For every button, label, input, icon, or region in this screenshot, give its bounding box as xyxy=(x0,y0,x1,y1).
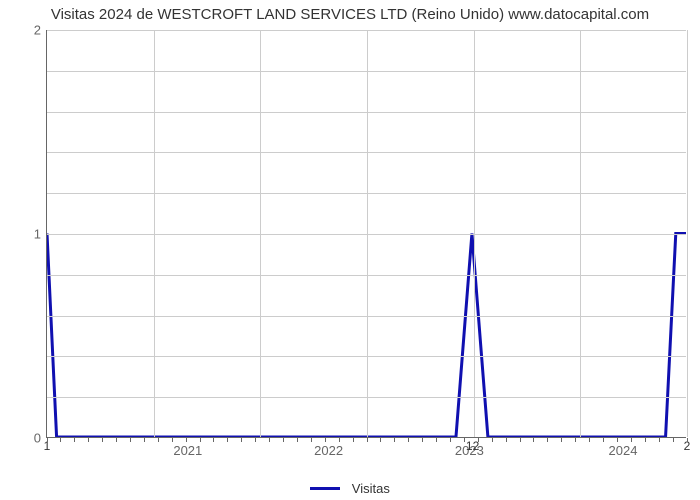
legend-swatch xyxy=(310,487,340,490)
x-minor-tick xyxy=(659,438,660,442)
x-minor-tick xyxy=(394,438,395,442)
x-minor-tick xyxy=(186,438,187,442)
x-minor-tick xyxy=(144,438,145,442)
gridline-v xyxy=(687,30,688,437)
x-minor-tick xyxy=(74,438,75,442)
x-minor-tick xyxy=(60,438,61,442)
x-minor-tick xyxy=(255,438,256,442)
x-minor-tick xyxy=(116,438,117,442)
x-minor-tick xyxy=(617,438,618,442)
gridline-v xyxy=(260,30,261,437)
y-tick-label: 1 xyxy=(34,227,41,242)
x-minor-tick xyxy=(589,438,590,442)
x-minor-tick xyxy=(603,438,604,442)
plot-area: 01220212022202320241122 xyxy=(46,30,686,438)
x-minor-tick xyxy=(269,438,270,442)
x-tick-label: 2024 xyxy=(609,443,638,458)
x-minor-tick xyxy=(673,438,674,442)
x-tick-label: 2021 xyxy=(173,443,202,458)
x-minor-tick xyxy=(492,438,493,442)
x-minor-tick xyxy=(408,438,409,442)
x-minor-tick xyxy=(213,438,214,442)
x-minor-tick xyxy=(533,438,534,442)
x-minor-tick xyxy=(380,438,381,442)
chart-container: Visitas 2024 de WESTCROFT LAND SERVICES … xyxy=(0,0,700,500)
x-minor-tick xyxy=(353,438,354,442)
x-minor-tick xyxy=(283,438,284,442)
x-minor-tick xyxy=(241,438,242,442)
x-minor-tick xyxy=(311,438,312,442)
x-minor-tick xyxy=(561,438,562,442)
y-tick-label: 0 xyxy=(34,431,41,446)
x-minor-tick xyxy=(464,438,465,442)
x-minor-tick xyxy=(325,438,326,442)
x-minor-tick xyxy=(547,438,548,442)
gridline-v xyxy=(154,30,155,437)
y-tick-label: 2 xyxy=(34,23,41,38)
x-minor-tick xyxy=(575,438,576,442)
x-minor-tick xyxy=(339,438,340,442)
x-minor-tick xyxy=(297,438,298,442)
x-minor-tick xyxy=(645,438,646,442)
x-minor-tick xyxy=(687,438,688,442)
x-minor-tick xyxy=(102,438,103,442)
x-minor-tick xyxy=(367,438,368,442)
x-minor-tick xyxy=(631,438,632,442)
x-minor-tick xyxy=(227,438,228,442)
x-minor-tick xyxy=(172,438,173,442)
gridline-v xyxy=(474,30,475,437)
x-minor-tick xyxy=(450,438,451,442)
x-minor-tick xyxy=(506,438,507,442)
gridline-v xyxy=(580,30,581,437)
chart-title: Visitas 2024 de WESTCROFT LAND SERVICES … xyxy=(0,6,700,23)
legend-label: Visitas xyxy=(352,481,390,496)
x-tick-label: 2022 xyxy=(314,443,343,458)
x-minor-tick xyxy=(158,438,159,442)
x-minor-tick xyxy=(422,438,423,442)
x-minor-tick xyxy=(47,438,48,442)
x-minor-tick xyxy=(130,438,131,442)
x-minor-tick xyxy=(200,438,201,442)
x-minor-tick xyxy=(436,438,437,442)
x-minor-tick xyxy=(478,438,479,442)
x-minor-tick xyxy=(88,438,89,442)
legend: Visitas xyxy=(0,480,700,496)
x-minor-tick xyxy=(520,438,521,442)
gridline-v xyxy=(367,30,368,437)
